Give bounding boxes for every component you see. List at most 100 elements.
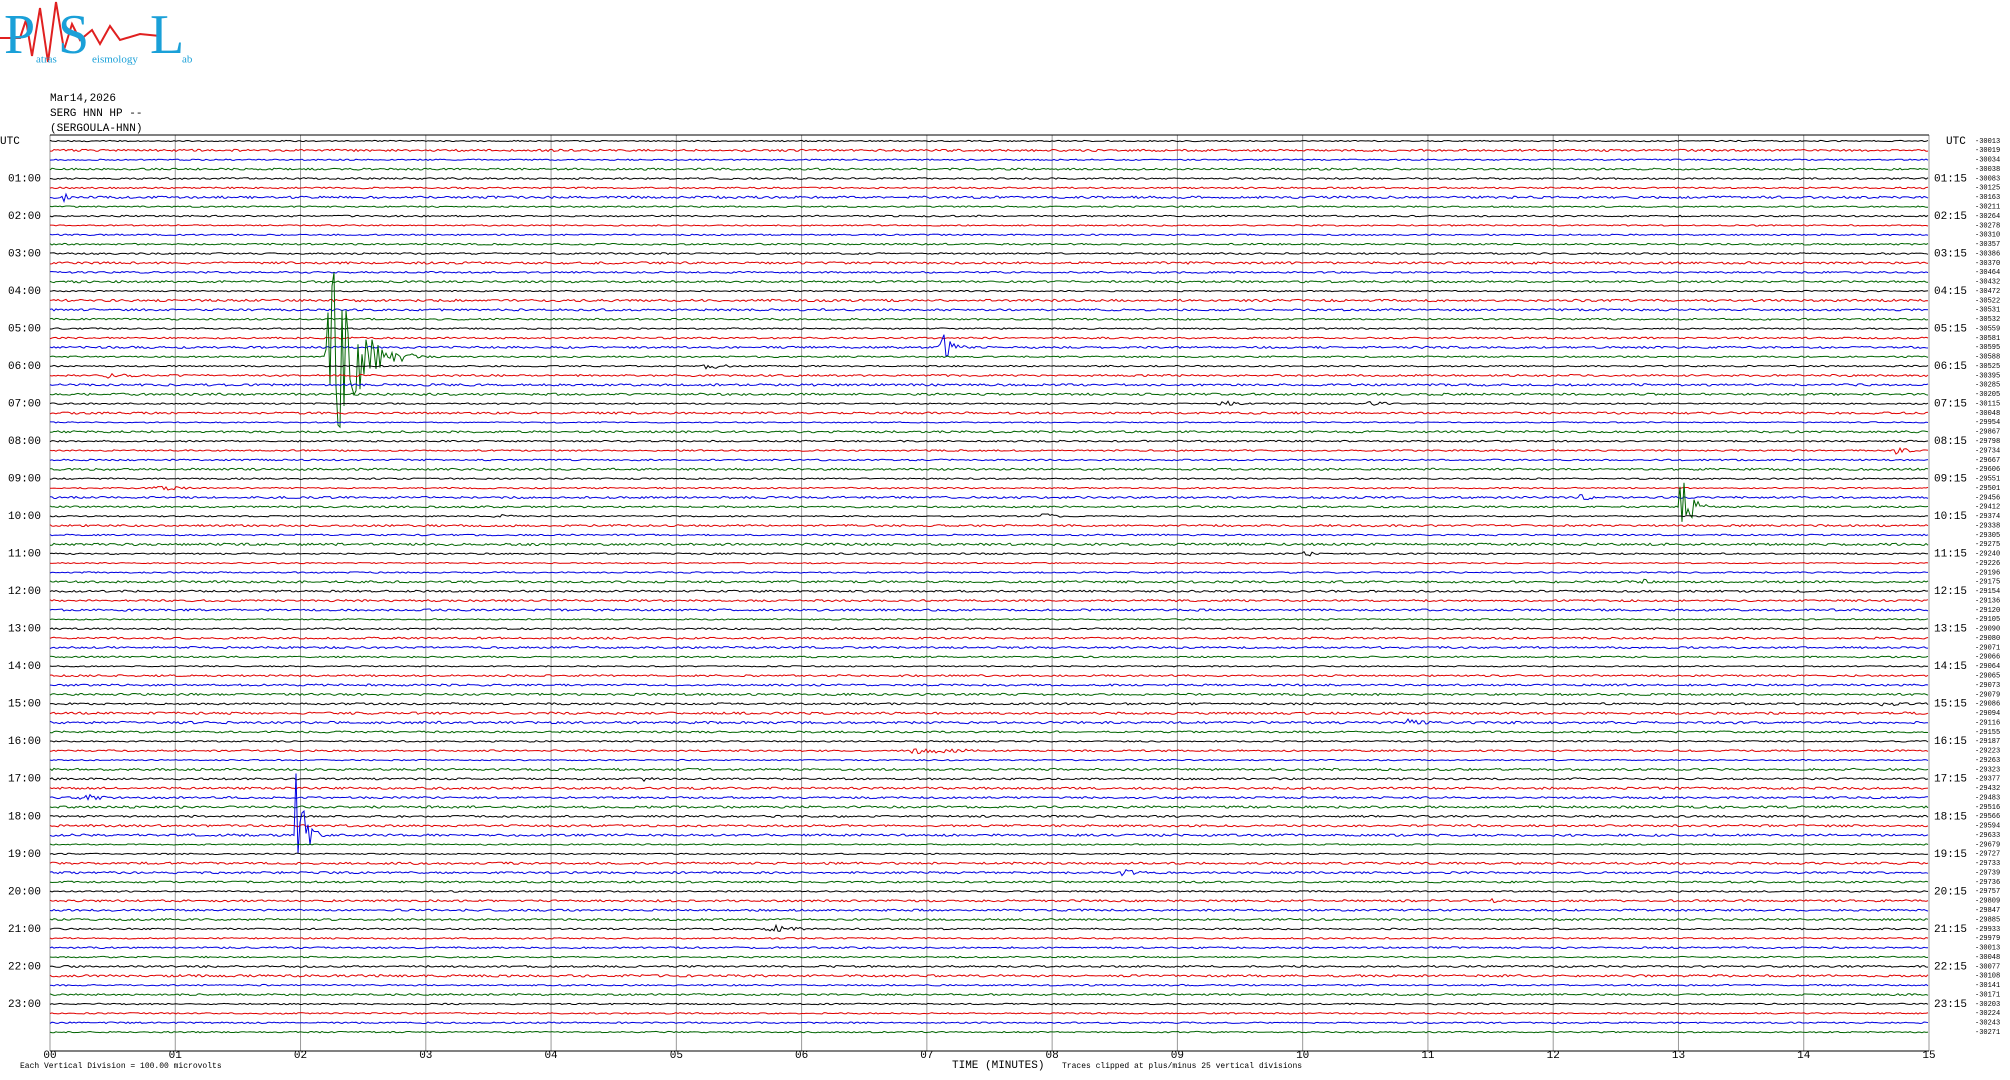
seismic-trace [49,645,1929,650]
seismic-trace [49,983,1929,987]
seismic-trace [49,1012,1929,1015]
seismic-trace [49,880,1929,884]
right-hour: 21:15 [1934,924,1967,936]
trace-offset: -29086 [1975,701,2000,709]
seismic-trace [49,740,1929,743]
trace-offset: -30357 [1975,241,2000,249]
seismic-trace [49,186,1929,190]
trace-offset: -29064 [1975,663,2000,671]
seismic-trace [49,458,1929,462]
minute-label: 02 [294,1050,307,1062]
left-hour: 07:00 [8,399,41,411]
seismic-trace [49,923,1929,932]
seismic-trace [49,270,1929,274]
seismic-trace [49,730,1929,734]
trace-offset: -29175 [1975,579,2000,587]
trace-offset: -29374 [1975,513,2000,521]
seismic-trace [49,869,1929,877]
trace-offset: -29885 [1975,916,2000,924]
left-hour: 09:00 [8,474,41,486]
trace-offset: -30205 [1975,391,2000,399]
left-hour: 05:00 [8,324,41,336]
seismic-trace [49,400,1929,406]
minute-label: 11 [1421,1050,1435,1062]
minute-label: 07 [920,1050,933,1062]
right-hour: 07:15 [1934,399,1967,411]
left-hour: 13:00 [8,624,41,636]
seismic-trace [49,177,1929,181]
scale-note: Each Vertical Division = 100.00 microvol… [20,1062,222,1071]
seismic-trace [49,793,1929,801]
logo-letter: L [150,4,184,66]
right-hour: 02:15 [1934,211,1967,223]
seismic-trace [49,636,1929,640]
header-station: SERG HNN HP -- [50,108,142,120]
trace-offset: -29809 [1975,898,2000,906]
trace-offset: -29187 [1975,738,2000,746]
trace-offset: -29136 [1975,597,2000,605]
seismic-trace [49,550,1928,557]
seismic-trace [49,261,1929,265]
seismic-trace [49,411,1929,415]
logo-letter: S [58,4,89,66]
right-hour: 16:15 [1934,736,1967,748]
trace-offset: -29798 [1975,438,2000,446]
left-hour: 08:00 [8,436,41,448]
seismic-trace [49,598,1929,603]
trace-offset: -29094 [1975,710,2000,718]
seismic-trace [49,843,1929,846]
right-hour: 20:15 [1934,886,1967,898]
trace-offset: -29633 [1975,832,2000,840]
trace-offset: -30532 [1975,316,2000,324]
seismic-trace [49,467,1929,471]
trace-offset: -29432 [1975,785,2000,793]
seismic-trace [49,317,1929,321]
logo-letter: P [4,4,35,66]
trace-offset: -30034 [1975,157,2000,165]
seismic-trace [49,233,1929,237]
trace-offset: -29456 [1975,494,2000,502]
logo-word: eismology [92,54,138,66]
left-utc: UTC [0,136,20,148]
trace-offset: -30083 [1975,175,2000,183]
seismic-trace [49,758,1929,762]
left-hour: 14:00 [8,661,41,673]
seismic-trace [49,852,1929,856]
seismic-trace [49,897,1929,904]
seismic-trace [50,224,1929,227]
minute-label: 10 [1296,1050,1309,1062]
trace-offset: -29739 [1975,869,2000,877]
left-hour: 01:00 [8,173,41,185]
trace-offset: -29667 [1975,457,2000,465]
seismic-trace [49,430,1929,434]
left-hour: 18:00 [8,811,41,823]
right-hour: 13:15 [1934,624,1967,636]
right-hour: 04:15 [1934,286,1967,298]
trace-offset: -30370 [1975,260,2000,268]
seismic-trace [49,167,1929,171]
trace-offset: -29263 [1975,757,2000,765]
trace-offset: -30581 [1975,335,2000,343]
left-hour: 06:00 [8,361,41,373]
seismic-trace [49,674,1929,678]
minute-label: 15 [1922,1050,1935,1062]
trace-offset: -29979 [1975,935,2000,943]
trace-offset: -29867 [1975,429,2000,437]
right-hour: 11:15 [1934,549,1967,561]
seismic-trace [49,718,1929,725]
seismic-trace [49,955,1929,959]
trace-offset: -30285 [1975,382,2000,390]
seismic-trace [49,192,1929,203]
trace-offset: -29120 [1975,607,2000,615]
right-hour: 08:15 [1934,436,1967,448]
right-hour: 05:15 [1934,324,1967,336]
trace-offset: -29377 [1975,776,2000,784]
trace-offset: -29155 [1975,729,2000,737]
trace-offset: -30525 [1975,363,2000,371]
trace-offset: -30271 [1975,1029,2000,1037]
trace-offset: -30395 [1975,372,2000,380]
seismic-trace [49,482,1929,522]
trace-offset: -30013 [1975,945,2000,953]
trace-offset: -30472 [1975,288,2000,296]
right-hour: 17:15 [1934,774,1967,786]
